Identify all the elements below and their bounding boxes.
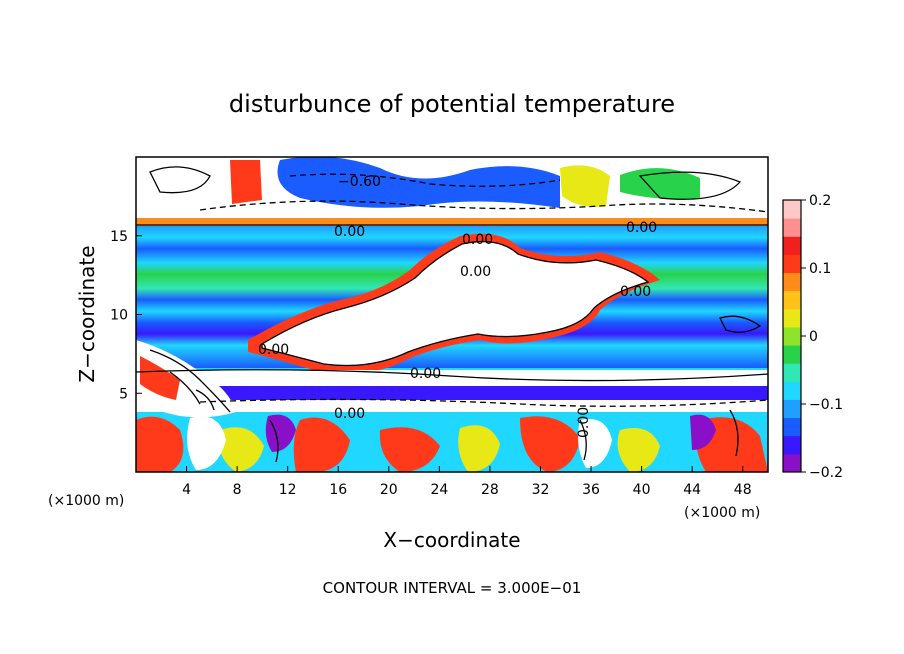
upper-yellow-patch: [560, 165, 610, 207]
x-tick-label: 32: [532, 482, 550, 498]
left-cluster-red: [140, 356, 180, 400]
upper-red-patch: [230, 160, 262, 204]
colorbar-swatch: [783, 200, 801, 219]
colorbar-tick-label: 0: [809, 329, 818, 345]
contour-bottom-3: [729, 409, 739, 457]
contour-right-1: [719, 315, 762, 333]
colorbar-swatch: [783, 435, 801, 455]
x-tick-label: 12: [279, 482, 297, 498]
contour-lower-band: [136, 369, 768, 382]
colorbar-swatch: [783, 254, 801, 274]
lower-blue-band: [136, 386, 768, 400]
contour-plume: [261, 240, 650, 367]
plume-white-core: [262, 241, 648, 366]
x-tick-label: 8: [233, 482, 242, 498]
contour-upper-loop-2: [638, 171, 742, 200]
colorbar-tick-label: −0.1: [809, 397, 843, 413]
x-tick-label: 44: [683, 482, 701, 498]
colorbar-swatch: [783, 381, 801, 400]
y-axis-label: Z−coordinate: [75, 245, 99, 382]
x-tick-label: 36: [582, 482, 600, 498]
colorbar-swatch: [783, 363, 801, 382]
contour-label-group: −0.60 0.00 0.00 0.00 0.00 0.00 0.00 0.00…: [258, 174, 657, 438]
x-tick-label: 20: [380, 482, 398, 498]
contour-label: 0.00: [462, 232, 493, 248]
contour-bottom-1: [269, 419, 279, 463]
contour-label: 0.00: [626, 220, 657, 236]
x-tick-label: 48: [734, 482, 752, 498]
colorbar-swatch: [783, 236, 801, 255]
colorbar-swatch: [783, 272, 801, 292]
colorbar-swatch: [783, 218, 801, 237]
contour-label: 0.00: [620, 284, 651, 300]
contour-bottom-2: [579, 419, 587, 461]
x-tick-label: 24: [430, 482, 448, 498]
colorbar-tick-label: 0.1: [809, 261, 831, 277]
heatmap-field: −0.60 0.00 0.00 0.00 0.00 0.00 0.00 0.00…: [136, 157, 768, 472]
chart-title: disturbunce of potential temperature: [229, 90, 675, 118]
x-axis: 4 8 12 16 20 24 28 32 36 40 44 48: [182, 466, 752, 498]
upper-orange-band: [136, 218, 768, 226]
contour-upper-loop-1: [149, 166, 211, 194]
left-cluster: [136, 340, 236, 418]
colorbar-tick-label: −0.2: [809, 465, 843, 481]
lower-white-band-2: [136, 400, 768, 412]
colorbar-swatch: [783, 308, 801, 328]
x-tick-label: 16: [329, 482, 347, 498]
x-tick-label: 40: [633, 482, 651, 498]
colorbar-swatch: [783, 290, 801, 310]
colorbar-ticks: 0.2 0.1 0 −0.1 −0.2: [801, 193, 843, 481]
contour-left-cluster: [149, 349, 231, 413]
x-axis-label: X−coordinate: [383, 528, 520, 552]
lower-white-band: [136, 370, 768, 388]
contour-label: 0.00: [576, 407, 592, 438]
contour-label: 0.00: [334, 406, 365, 422]
y-axis: 5 10 15: [110, 229, 142, 402]
x-tick-label: 4: [182, 482, 191, 498]
contour-lines: [136, 166, 768, 463]
colorbar-swatch: [783, 417, 801, 437]
x-tick-label: 28: [481, 482, 499, 498]
contour-label: −0.60: [338, 174, 381, 190]
colorbar-swatch: [783, 399, 801, 419]
colorbar-swatch: [783, 453, 801, 473]
contour-interval-note: CONTOUR INTERVAL = 3.000E−01: [323, 579, 582, 597]
colorbar-swatch: [783, 326, 801, 346]
colorbar-tick-label: 0.2: [809, 193, 831, 209]
contour-lower-dashed: [199, 398, 768, 407]
x-unit-left: (×1000 m): [48, 493, 124, 509]
contour-label: 0.00: [410, 366, 441, 382]
x-unit-right: (×1000 m): [684, 505, 760, 521]
upper-blue-patch: [277, 157, 560, 208]
y-tick-label: 10: [110, 308, 128, 324]
contour-label: 0.00: [258, 342, 289, 358]
contour-label: 0.00: [460, 264, 491, 280]
colorbar: [783, 200, 801, 473]
y-tick-label: 5: [119, 386, 128, 402]
contour-label: 0.00: [334, 224, 365, 240]
contour-dashed-upper: [199, 200, 768, 213]
colorbar-swatch: [783, 345, 801, 364]
y-tick-label: 15: [110, 229, 128, 245]
contour-dashed-upper-2: [289, 173, 561, 187]
